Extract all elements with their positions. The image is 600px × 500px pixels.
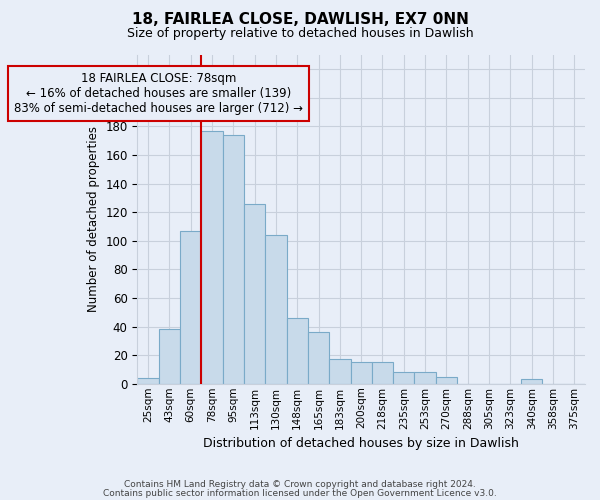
Bar [158, 330, 180, 384]
Bar [180, 231, 202, 384]
Text: 18 FAIRLEA CLOSE: 78sqm
← 16% of detached houses are smaller (139)
83% of semi-d: 18 FAIRLEA CLOSE: 78sqm ← 16% of detache… [14, 72, 303, 115]
Y-axis label: Number of detached properties: Number of detached properties [87, 126, 100, 312]
Bar [329, 360, 350, 384]
X-axis label: Distribution of detached houses by size in Dawlish: Distribution of detached houses by size … [203, 437, 519, 450]
Bar [202, 131, 223, 384]
Bar [350, 362, 372, 384]
Bar [265, 235, 287, 384]
Bar [415, 372, 436, 384]
Bar [244, 204, 265, 384]
Bar [436, 376, 457, 384]
Text: Contains HM Land Registry data © Crown copyright and database right 2024.: Contains HM Land Registry data © Crown c… [124, 480, 476, 489]
Text: 18, FAIRLEA CLOSE, DAWLISH, EX7 0NN: 18, FAIRLEA CLOSE, DAWLISH, EX7 0NN [131, 12, 469, 28]
Bar [372, 362, 393, 384]
Text: Size of property relative to detached houses in Dawlish: Size of property relative to detached ho… [127, 28, 473, 40]
Bar [137, 378, 158, 384]
Text: Contains public sector information licensed under the Open Government Licence v3: Contains public sector information licen… [103, 488, 497, 498]
Bar [308, 332, 329, 384]
Bar [287, 318, 308, 384]
Bar [393, 372, 415, 384]
Bar [223, 135, 244, 384]
Bar [521, 380, 542, 384]
